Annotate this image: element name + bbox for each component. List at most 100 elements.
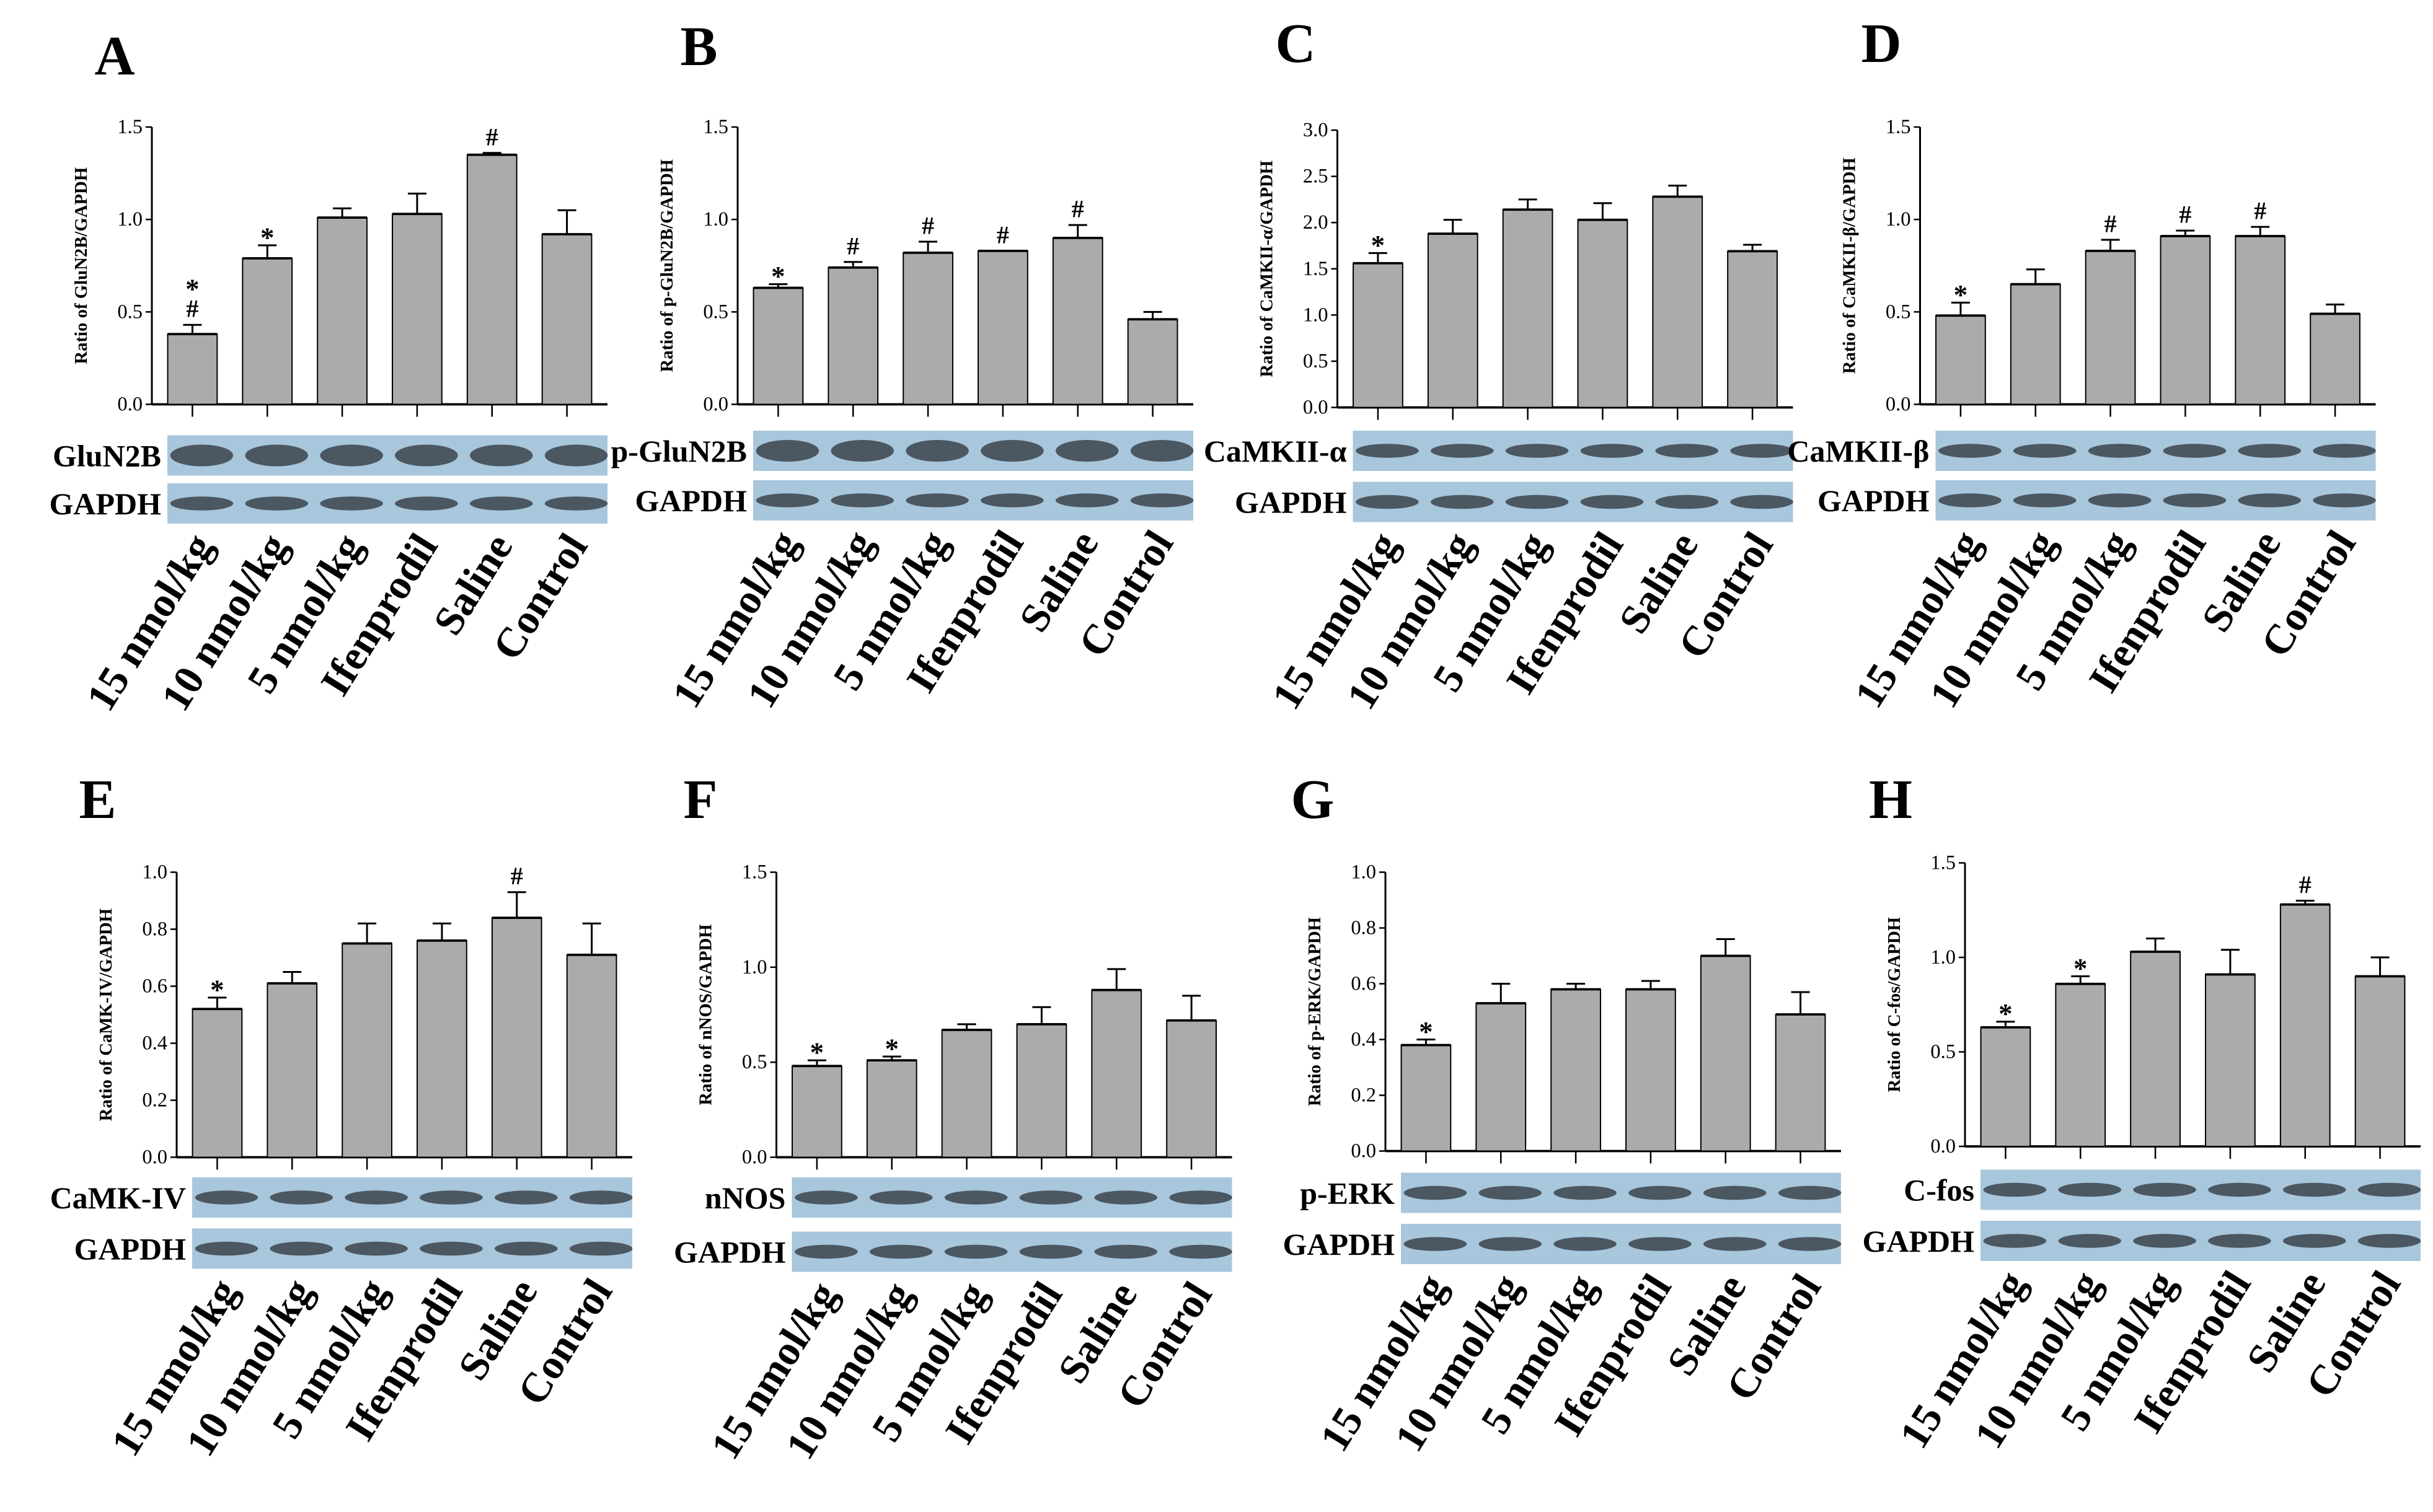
blot-band	[320, 444, 383, 467]
significance-marker: #	[1072, 195, 1084, 223]
panel-c: C 0.0 0.5 1.0 1.5 2.0 2.5 3.0 Ratio of CaMKII-α/…	[1204, 13, 1793, 717]
y-tick-label: 0.5	[742, 1051, 767, 1073]
blot-band	[345, 1190, 408, 1205]
y-tick-label: 0.5	[1886, 301, 1911, 323]
blot-band	[1938, 444, 2002, 458]
bar	[2010, 283, 2061, 405]
y-tick-label: 0.5	[117, 301, 143, 323]
blot-band	[1938, 493, 2002, 508]
bar	[2055, 983, 2106, 1148]
significance-marker: #	[2179, 201, 2191, 229]
blot-band	[1130, 493, 1194, 508]
blot-band	[170, 444, 234, 467]
y-tick-label: 2.0	[1303, 211, 1328, 234]
blot-band	[1553, 1237, 1617, 1251]
significance-marker: *	[1371, 230, 1385, 261]
bar	[792, 1065, 842, 1158]
blot-band	[420, 1241, 483, 1256]
significance-marker: *	[260, 222, 275, 253]
blot-band	[544, 496, 608, 511]
blot-band	[870, 1190, 933, 1205]
blot-band	[906, 440, 969, 462]
blot-gapdh	[1401, 1224, 1841, 1264]
y-tick-label: 0.0	[142, 1146, 167, 1169]
blot-band	[2133, 1182, 2196, 1197]
blot-band	[2357, 1182, 2421, 1197]
blot-band	[1356, 444, 1419, 458]
blot-band	[2013, 493, 2077, 508]
bar	[2235, 235, 2286, 405]
significance-marker: #	[186, 295, 198, 323]
bar	[267, 982, 318, 1158]
blot-band	[2357, 1234, 2421, 1248]
y-tick-label: 0.4	[1351, 1029, 1376, 1051]
blot-band	[495, 1241, 558, 1256]
blot-label: p-ERK	[1300, 1176, 1395, 1211]
bar	[1016, 1023, 1067, 1158]
blot-band	[1983, 1234, 2047, 1248]
blot-band	[1431, 494, 1494, 509]
blot-label: CaMK-IV	[50, 1180, 186, 1215]
blot-band	[195, 1241, 258, 1256]
bar	[1427, 233, 1478, 408]
blot-label: p-GluN2B	[611, 434, 747, 468]
blot-band	[1056, 493, 1119, 508]
bar	[2279, 903, 2331, 1148]
blot-band	[2058, 1182, 2121, 1197]
bar	[1127, 319, 1178, 405]
bar	[978, 250, 1028, 405]
y-axis-label: Ratio of nNOS/GAPDH	[696, 924, 716, 1105]
blot-band	[1505, 494, 1569, 509]
y-tick-label: 1.0	[703, 208, 728, 231]
bar	[1166, 1019, 1217, 1158]
y-tick-label: 1.5	[1886, 116, 1911, 138]
bar	[1400, 1044, 1452, 1152]
y-tick-label: 0.4	[142, 1032, 167, 1055]
bar	[1652, 196, 1703, 408]
blot-band	[1703, 1185, 1767, 1200]
blot-band	[944, 1244, 1008, 1259]
blot-band	[1655, 444, 1718, 458]
blot-target	[167, 435, 607, 476]
bar	[866, 1060, 917, 1158]
y-tick-label: 1.0	[742, 956, 767, 978]
blot-label: GAPDH	[1817, 483, 1930, 518]
blot-band	[345, 1241, 408, 1256]
blot-band	[2238, 444, 2301, 458]
y-tick-label: 1.0	[1886, 208, 1911, 231]
blot-label: GluN2B	[53, 439, 161, 473]
blot-band	[2313, 444, 2376, 458]
significance-marker: *	[1998, 998, 2013, 1029]
blot-band	[320, 496, 383, 511]
significance-marker: *	[1954, 279, 1968, 310]
blot-band	[870, 1244, 933, 1259]
y-tick-label: 0.5	[703, 301, 728, 323]
blot-band	[1505, 444, 1569, 458]
bar	[903, 252, 953, 405]
blot-band	[795, 1190, 858, 1205]
bar	[2160, 235, 2211, 405]
blot-band	[569, 1190, 633, 1205]
blot-band	[195, 1190, 258, 1205]
y-tick-label: 0.2	[1351, 1084, 1376, 1107]
y-tick-label: 3.0	[1303, 119, 1328, 141]
blot-band	[1778, 1237, 1842, 1251]
blot-band	[1628, 1237, 1692, 1251]
blot-band	[470, 444, 533, 467]
y-axis-label: Ratio of C-fos/GAPDH	[1884, 917, 1904, 1092]
bar	[1475, 1002, 1527, 1152]
blot-band	[1056, 440, 1119, 462]
blot-band	[981, 493, 1044, 508]
blot-band	[2163, 444, 2227, 458]
blot-band	[2058, 1234, 2121, 1248]
bar	[342, 943, 392, 1158]
bar	[1980, 1026, 2031, 1148]
y-tick-label: 0.5	[1303, 350, 1328, 372]
y-tick-label: 1.0	[1930, 946, 1956, 969]
bar	[167, 333, 218, 405]
y-tick-label: 0.0	[703, 393, 728, 416]
panel-letter: B	[681, 16, 718, 77]
panel-f: F 0.0 0.5 1.0 1.5 Ratio of nNOS/GAPDH * * nNOS GA…	[674, 769, 1232, 1467]
blot-label: GAPDH	[49, 486, 161, 521]
bar	[753, 287, 804, 405]
